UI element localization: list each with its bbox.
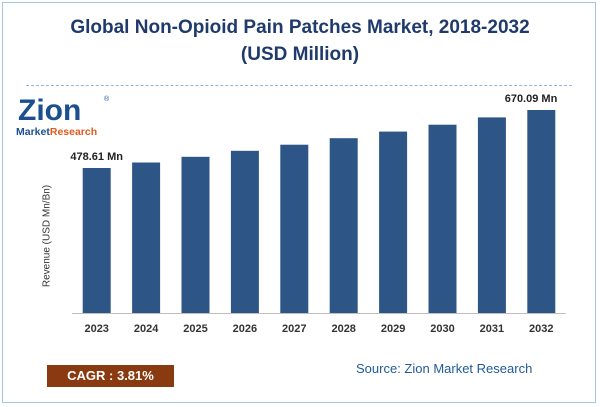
x-tick-2029: 2029 bbox=[381, 323, 405, 335]
logo-sub-research: Research bbox=[49, 126, 98, 138]
bar-2032 bbox=[527, 110, 556, 313]
data-label-2023: 478.61 Mn bbox=[70, 151, 123, 163]
bar-2028 bbox=[329, 138, 358, 313]
title-line-1: Global Non-Opioid Pain Patches Market, 2… bbox=[70, 17, 530, 38]
x-tick-2027: 2027 bbox=[282, 323, 306, 335]
bar-2025 bbox=[181, 156, 210, 313]
logo-wordmark: Zion bbox=[18, 94, 82, 127]
x-tick-2028: 2028 bbox=[331, 323, 355, 335]
title-line-2: (USD Million) bbox=[240, 44, 360, 65]
x-tick-2030: 2030 bbox=[430, 323, 454, 335]
bar-2031 bbox=[477, 117, 506, 314]
source-text: Source: Zion Market Research bbox=[356, 361, 533, 376]
bar-2029 bbox=[379, 131, 408, 313]
x-tick-2031: 2031 bbox=[480, 323, 504, 335]
logo-subtitle: MarketResearch bbox=[16, 126, 97, 138]
x-tick-labels: 2023 2024 2025 2026 2027 2028 2029 2030 2031 2032 bbox=[84, 323, 553, 335]
data-label-2032: 670.09 Mn bbox=[505, 93, 558, 105]
bar-2026 bbox=[230, 150, 259, 313]
data-labels: 478.61 Mn 670.09 Mn bbox=[70, 93, 557, 163]
x-tick-2024: 2024 bbox=[134, 323, 159, 335]
bar-2023 bbox=[82, 168, 111, 313]
chart-title: Global Non-Opioid Pain Patches Market, 2… bbox=[0, 14, 600, 68]
zion-logo: Zion ® MarketResearch bbox=[12, 94, 122, 142]
x-tick-2023: 2023 bbox=[84, 323, 108, 335]
logo-sub-market: Market bbox=[16, 126, 50, 138]
bar-2027 bbox=[280, 144, 309, 313]
bar-2030 bbox=[428, 124, 457, 313]
x-tick-2032: 2032 bbox=[529, 323, 553, 335]
logo-registered-mark: ® bbox=[104, 96, 110, 103]
title-divider bbox=[26, 85, 572, 86]
x-tick-2026: 2026 bbox=[233, 323, 257, 335]
bars-group bbox=[82, 110, 556, 314]
bar-2024 bbox=[132, 162, 161, 313]
x-tick-2025: 2025 bbox=[183, 323, 207, 335]
cagr-badge: CAGR : 3.81% bbox=[47, 365, 174, 387]
